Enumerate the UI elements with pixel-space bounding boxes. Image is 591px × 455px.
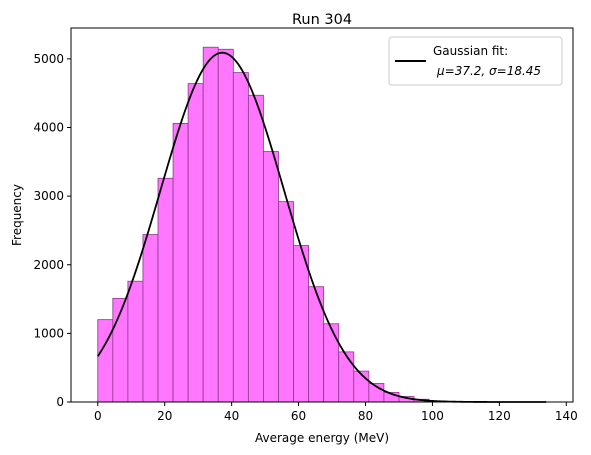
x-tick-label: 120 bbox=[488, 409, 511, 423]
x-tick-label: 140 bbox=[555, 409, 578, 423]
legend-box bbox=[388, 36, 563, 86]
histogram-bar bbox=[202, 46, 219, 403]
histogram-bar bbox=[187, 83, 204, 403]
y-tick-label: 5000 bbox=[33, 52, 64, 66]
y-tick-label: 1000 bbox=[33, 326, 64, 340]
chart-title: Run 304 bbox=[292, 12, 352, 28]
x-tick-label: 20 bbox=[157, 409, 172, 423]
x-tick-label: 100 bbox=[421, 409, 444, 423]
legend: Gaussian fit: μ=37.2, σ=18.45 bbox=[388, 36, 563, 86]
histogram-bar bbox=[247, 94, 264, 403]
y-tick-label: 2000 bbox=[33, 258, 64, 272]
x-tick-label: 80 bbox=[358, 409, 373, 423]
y-tick-label: 4000 bbox=[33, 121, 64, 135]
y-tick-label: 0 bbox=[56, 395, 64, 409]
legend-fit-label-line2: μ=37.2, σ=18.45 bbox=[436, 64, 541, 78]
legend-fit-label-line1: Gaussian fit: bbox=[433, 44, 508, 58]
x-tick-label: 40 bbox=[224, 409, 239, 423]
histogram-bar bbox=[338, 351, 355, 403]
x-axis-label: Average energy (MeV) bbox=[255, 431, 389, 445]
bars-layer bbox=[97, 46, 430, 403]
histogram-bar bbox=[353, 370, 370, 403]
y-axis-label: Frequency bbox=[10, 184, 24, 246]
histogram-bar bbox=[127, 280, 144, 403]
histogram-bar bbox=[217, 48, 234, 403]
histogram-bar bbox=[263, 151, 279, 403]
x-axis: 0 20 40 60 80 100 120 140 bbox=[94, 402, 578, 423]
histogram-bar bbox=[157, 177, 174, 403]
histogram-bar bbox=[232, 72, 249, 403]
histogram-bar bbox=[323, 323, 340, 403]
histogram-bar bbox=[142, 234, 159, 403]
histogram-bar bbox=[293, 245, 310, 403]
histogram-bar bbox=[172, 122, 189, 403]
x-tick-label: 60 bbox=[291, 409, 306, 423]
histogram-bar bbox=[278, 201, 294, 403]
y-tick-label: 3000 bbox=[33, 189, 64, 203]
x-tick-label: 0 bbox=[94, 409, 102, 423]
y-axis: 0 1000 2000 3000 4000 5000 bbox=[33, 52, 71, 409]
plot-frame bbox=[70, 27, 574, 403]
